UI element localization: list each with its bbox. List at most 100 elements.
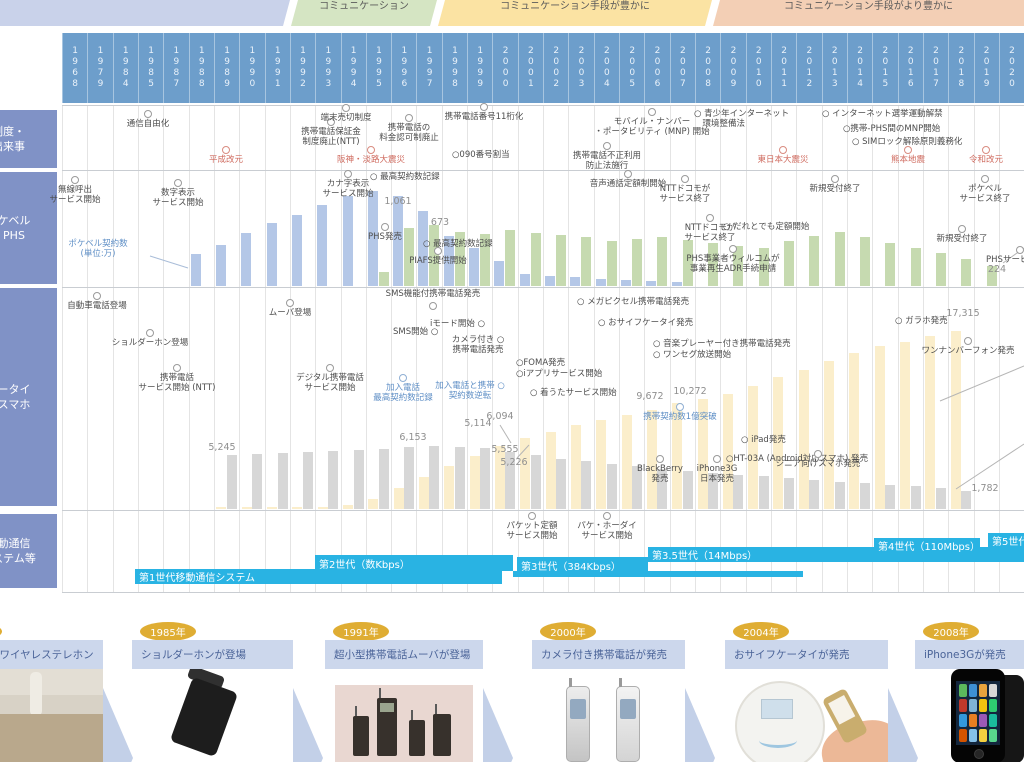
shoulder-phone-body bbox=[169, 676, 239, 758]
event-circle-icon bbox=[831, 175, 839, 183]
bar-pager bbox=[266, 223, 277, 286]
grid-line bbox=[416, 105, 418, 592]
event-text: 1,061 bbox=[384, 196, 412, 207]
bar-fixed bbox=[581, 461, 592, 509]
bar-fixed bbox=[378, 448, 389, 509]
event-label: 携帯電話 サービス開始 (NTT) bbox=[87, 364, 267, 393]
event-label: NTTドコモが サービス終了 bbox=[595, 175, 775, 204]
generation-bar-2g-extension bbox=[513, 571, 803, 577]
grid-line bbox=[821, 105, 823, 592]
bar-pager bbox=[671, 281, 682, 286]
event-text: NTTドコモが サービス終了 bbox=[659, 184, 711, 204]
card-year-badge: 1991年 bbox=[333, 622, 389, 641]
event-text: iPhone3G 日本発売 bbox=[696, 464, 738, 484]
bar-fixed bbox=[657, 468, 668, 509]
event-text: 5,555 bbox=[491, 444, 519, 455]
bar-fixed bbox=[226, 455, 237, 509]
grid-line bbox=[669, 105, 671, 592]
bar-phs bbox=[429, 225, 440, 286]
event-label: ○ 音楽プレーヤー付き携帯電話発売 bbox=[653, 339, 791, 350]
bar-pager bbox=[646, 281, 657, 286]
bar-mobile bbox=[418, 476, 429, 509]
bar-mobile bbox=[849, 352, 860, 509]
grid-line bbox=[948, 105, 950, 592]
bar-pager bbox=[393, 196, 404, 286]
event-text: PIAFS提供開始 bbox=[409, 256, 467, 266]
row-border bbox=[62, 105, 1024, 106]
bar-fixed bbox=[885, 484, 896, 509]
bar-pager bbox=[570, 277, 581, 286]
row-border bbox=[62, 510, 1024, 511]
event-circle-icon bbox=[399, 374, 407, 382]
event-circle-icon bbox=[713, 455, 721, 463]
event-label: ○iアプリサービス開始 bbox=[516, 369, 602, 380]
event-label: PHS発売 bbox=[295, 223, 475, 243]
event-text: ○ ガラホ発売 bbox=[895, 316, 948, 326]
event-label: 携帯電話番号11桁化 bbox=[394, 103, 574, 123]
event-label: 17,315 bbox=[873, 309, 1024, 319]
event-label: ○ おサイフケータイ発売 bbox=[598, 318, 694, 329]
event-circle-icon bbox=[528, 512, 536, 520]
sidebar-row-pocketbell-phs: ポケベル ・PHS bbox=[0, 172, 57, 284]
generation-label: 第3.5世代（14Mbps） bbox=[652, 551, 758, 562]
expo-crowd bbox=[0, 714, 103, 762]
sidebar-label: 移動通信 システム等 bbox=[0, 537, 36, 565]
bar-mobile bbox=[545, 432, 556, 509]
bar-phs bbox=[682, 240, 693, 286]
phase-label: コミュニケーション手段がより豊かに bbox=[783, 1, 954, 12]
event-text: ○090番号割当 bbox=[452, 150, 510, 160]
bar-mobile bbox=[950, 331, 961, 509]
grid-line bbox=[619, 105, 621, 592]
bar-fixed bbox=[682, 470, 693, 509]
bar-phs bbox=[708, 242, 718, 286]
event-label: 携帯電話不正利用 防止法施行 bbox=[517, 142, 697, 171]
event-label: SMS開始 ○ bbox=[393, 327, 438, 338]
event-circle-icon bbox=[173, 364, 181, 372]
ic-reader-light bbox=[759, 733, 797, 748]
generation-label: 第2世代（数Kbps） bbox=[319, 559, 410, 571]
bar-fixed bbox=[556, 458, 567, 509]
event-label: ○ 青少年インターネット 環境整備法 bbox=[694, 109, 789, 129]
bar-fixed bbox=[809, 480, 820, 509]
event-text: ○携帯-PHS間のMNP開始 bbox=[843, 124, 941, 134]
bar-mobile bbox=[672, 403, 683, 509]
card-title-text: 大阪万博でワイヤレステレホン bbox=[0, 649, 94, 661]
event-label: ○090番号割当 bbox=[452, 150, 510, 161]
event-circle-icon bbox=[964, 337, 972, 345]
event-label: NTTドコモが サービス終了 bbox=[620, 214, 800, 243]
event-circle-icon bbox=[729, 245, 737, 253]
event-label: モバイル・ナンバー ・ポータビリティ (MNP) 開始 bbox=[562, 108, 742, 137]
event-label: ムーバ登場 bbox=[200, 299, 380, 319]
grid-line bbox=[87, 105, 89, 592]
bar-pager bbox=[342, 196, 353, 286]
bar-mobile bbox=[874, 346, 885, 509]
event-text: 6,153 bbox=[399, 432, 427, 443]
bar-pager bbox=[317, 205, 328, 286]
event-label: ワンナンバーフォン発売 bbox=[878, 337, 1024, 357]
card-title: 超小型携帯電話ムーバが登場 bbox=[325, 640, 483, 669]
event-text: ムーバ登場 bbox=[268, 308, 312, 318]
bar-mobile bbox=[494, 446, 505, 509]
bar-fixed bbox=[353, 449, 364, 509]
event-text: パケット定額 サービス開始 bbox=[506, 521, 558, 541]
event-text: ○ だれとでも定額開始 bbox=[723, 222, 810, 232]
card-year-badge: 2008年 bbox=[923, 622, 979, 641]
event-label: 新規受付終了 bbox=[872, 225, 1024, 245]
bar-mobile bbox=[900, 341, 911, 509]
event-text: ○ おサイフケータイ発売 bbox=[598, 318, 694, 328]
event-label: パケット定額 サービス開始 bbox=[442, 512, 622, 541]
event-label: ポケベル サービス終了 bbox=[895, 175, 1024, 204]
event-label: PIAFS提供開始 bbox=[348, 247, 528, 267]
grid-line bbox=[745, 105, 747, 592]
bar-phs bbox=[556, 234, 567, 286]
event-label: ○ SIMロック解除原則義務化 bbox=[852, 137, 962, 148]
event-circle-icon bbox=[656, 455, 664, 463]
bar-fixed bbox=[632, 466, 643, 509]
bar-mobile bbox=[570, 425, 581, 509]
event-text: デジタル携帯電話 サービス開始 bbox=[296, 373, 364, 393]
ic-reader-screen bbox=[761, 699, 793, 719]
